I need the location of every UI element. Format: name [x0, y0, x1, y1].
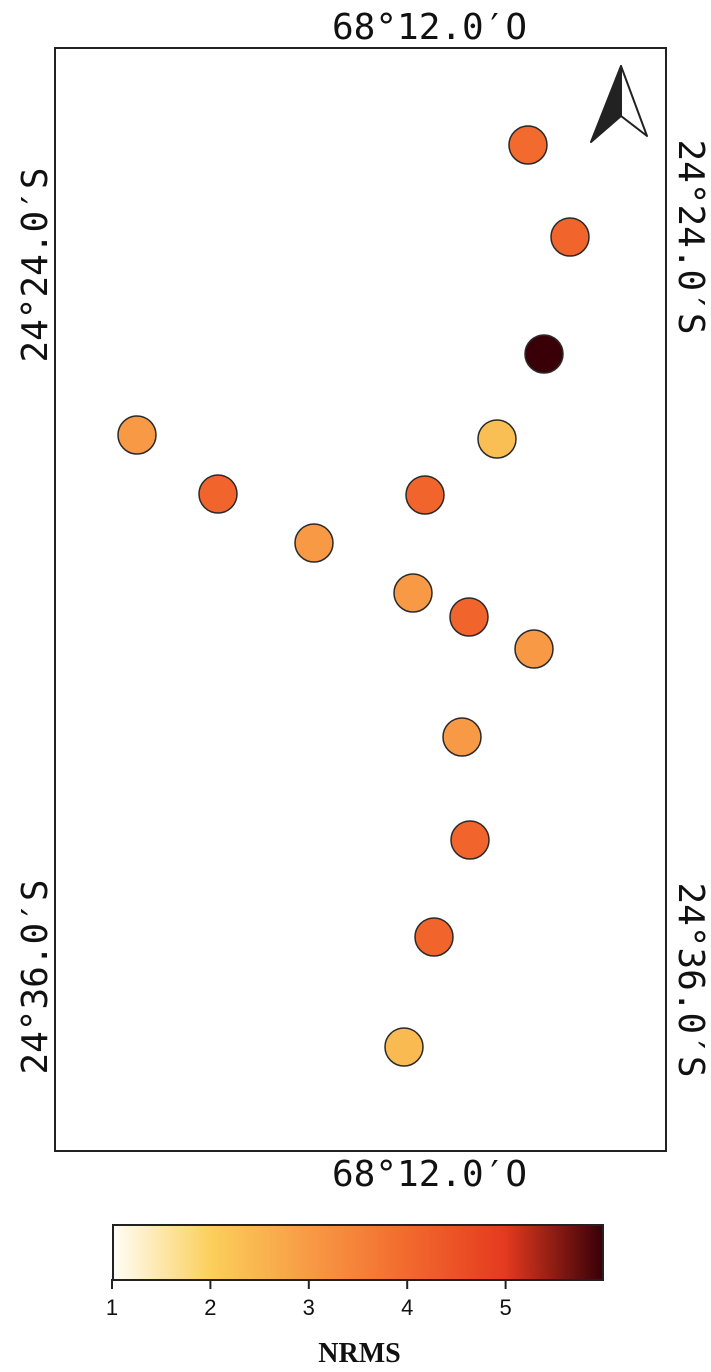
colorbar-tick-label: 4: [401, 1295, 414, 1320]
colorbar: [112, 1224, 604, 1281]
north-arrow-icon: [590, 65, 648, 143]
colorbar-tick-label: 3: [302, 1295, 315, 1320]
latitude-label-left-bottom: 24°36.0′S: [15, 879, 56, 1075]
map-frame: [54, 47, 667, 1152]
colorbar-gradient: [114, 1226, 602, 1279]
latitude-label-left-top: 24°24.0′S: [15, 167, 56, 363]
longitude-label-bottom: 68°12.0′O: [332, 1154, 528, 1195]
colorbar-title: NRMS: [318, 1338, 401, 1369]
colorbar-tick-label: 5: [499, 1295, 512, 1320]
colorbar-tick-label: 1: [105, 1295, 119, 1320]
longitude-label-top: 68°12.0′O: [332, 7, 528, 48]
latitude-label-right-top: 24°24.0′S: [670, 139, 711, 335]
latitude-label-right-bottom: 24°36.0′S: [670, 882, 711, 1078]
colorbar-tick-label: 2: [204, 1295, 217, 1320]
